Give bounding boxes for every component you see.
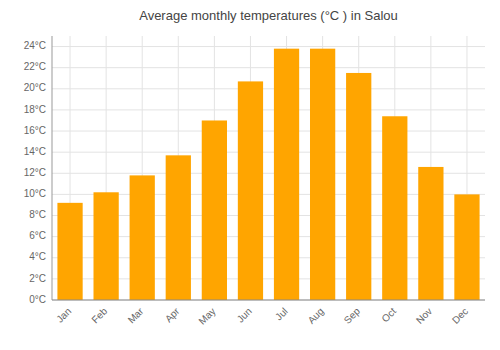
x-axis-line [52, 300, 485, 301]
bar [130, 175, 155, 300]
y-tick-label: 10°C [24, 188, 46, 199]
bar [382, 116, 407, 300]
x-tick-label: Apr [163, 305, 182, 324]
bar [310, 49, 335, 300]
x-tick-label: Jul [273, 306, 290, 323]
y-tick-label: 8°C [29, 209, 46, 220]
x-tick-label: Oct [379, 305, 398, 324]
grid-line-y [52, 67, 485, 68]
grid-line-y [52, 152, 485, 153]
grid-line-y [52, 88, 485, 89]
grid-line-y [52, 300, 485, 301]
x-tick-label: Jun [235, 306, 254, 325]
y-tick-label: 6°C [29, 230, 46, 241]
y-tick-label: 20°C [24, 82, 46, 93]
x-tick-label: May [197, 306, 218, 327]
x-tick-label: Mar [126, 305, 146, 325]
bar [57, 203, 82, 300]
x-tick-label: Dec [450, 306, 470, 326]
grid-line-y [52, 46, 485, 47]
x-tick-label: Aug [306, 306, 326, 326]
y-tick-label: 24°C [24, 40, 46, 51]
x-tick-label: Nov [414, 306, 434, 326]
bar [418, 167, 443, 300]
chart: 0°C 2°C 4°C 6°C 8°C 10°C 12°C 14°C 16°C 18°C 20°C 2… [0, 0, 500, 350]
y-tick-label: 2°C [29, 273, 46, 284]
y-tick-label: 22°C [24, 61, 46, 72]
bar [93, 192, 118, 300]
grid-line-y [52, 109, 485, 110]
bar [238, 81, 263, 300]
y-tick-label: 12°C [24, 167, 46, 178]
bar [346, 73, 371, 300]
y-axis-line [52, 36, 53, 300]
bar [202, 120, 227, 300]
bars [57, 49, 479, 300]
y-tick-label: 4°C [29, 251, 46, 262]
bar [166, 155, 191, 300]
title: Average monthly temperatures (°C ) in Sa… [139, 8, 398, 23]
y-tick-label: 14°C [24, 146, 46, 157]
bar [274, 49, 299, 300]
bar [454, 194, 479, 300]
x-tick-label: Sep [342, 305, 363, 326]
x-tick-label: Jan [54, 306, 73, 325]
x-tick-label: Feb [89, 305, 109, 325]
y-tick-label: 0°C [29, 294, 46, 305]
grid-line-y [52, 131, 485, 132]
y-tick-label: 18°C [24, 104, 46, 115]
y-tick-label: 16°C [24, 125, 46, 136]
grid [52, 36, 485, 300]
